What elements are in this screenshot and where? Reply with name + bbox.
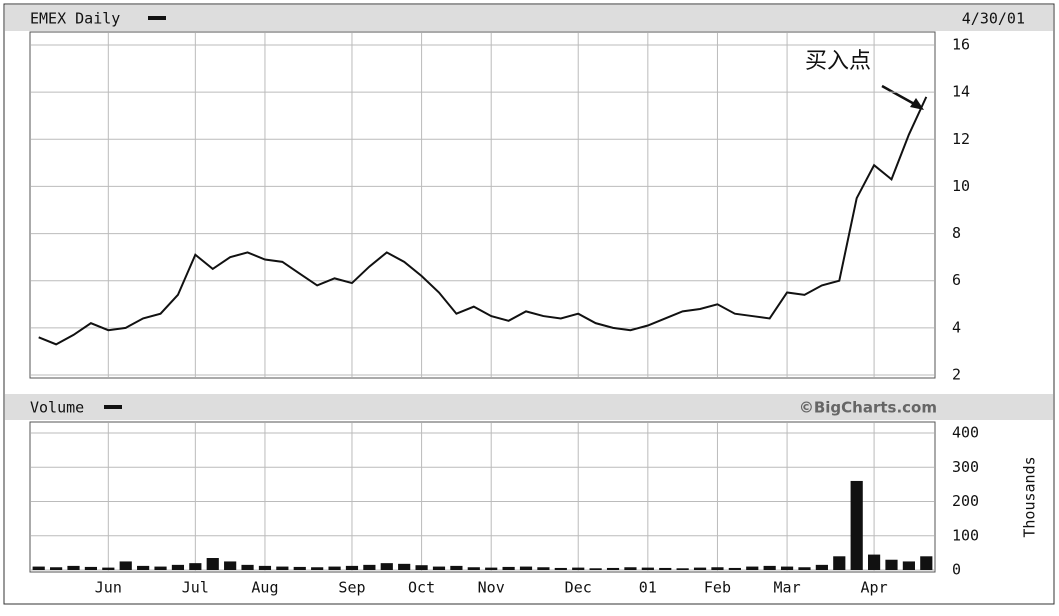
volume-bar xyxy=(84,566,98,570)
volume-bar xyxy=(641,567,654,570)
volume-bar xyxy=(345,565,359,570)
x-tick-label: Oct xyxy=(408,579,435,597)
date-label: 4/30/01 xyxy=(962,10,1025,28)
arrow-head xyxy=(910,98,924,110)
volume-bar-header xyxy=(5,394,1053,420)
x-tick-label: Sep xyxy=(338,579,365,597)
volume-plot xyxy=(29,421,936,573)
y-tick-label: 6 xyxy=(952,271,961,289)
volume-bar xyxy=(728,567,741,570)
volume-bar xyxy=(432,566,446,570)
volume-bar xyxy=(154,566,167,570)
price-line xyxy=(38,96,928,346)
volume-bar xyxy=(206,558,219,570)
volume-bar xyxy=(119,561,132,570)
volume-bar xyxy=(519,566,533,570)
x-tick-label: Nov xyxy=(478,579,505,597)
chart-title: EMEX Daily xyxy=(30,10,120,28)
x-tick-label: Mar xyxy=(774,579,801,597)
volume-bar xyxy=(276,566,289,570)
y-tick-label: 300 xyxy=(952,458,979,476)
x-tick-label: Dec xyxy=(565,579,592,597)
volume-bar xyxy=(902,561,915,570)
volume-bar xyxy=(363,564,376,570)
annotation: 买入点 xyxy=(805,49,871,74)
volume-bar xyxy=(258,565,272,570)
volume-bar xyxy=(102,567,115,570)
y-tick-label: 4 xyxy=(952,318,961,336)
volume-bar xyxy=(415,565,428,570)
annotation-box xyxy=(722,44,882,78)
volume-bar xyxy=(241,564,254,570)
volume-bar xyxy=(659,567,672,570)
volume-bar xyxy=(450,565,463,570)
volume-bar xyxy=(624,567,637,570)
volume-bar xyxy=(850,480,863,570)
volume-bar xyxy=(537,567,550,570)
price-plot xyxy=(29,31,936,379)
y-axis-label: Thousands xyxy=(1021,456,1039,537)
volume-bar xyxy=(485,567,498,570)
volume-bar xyxy=(67,565,80,570)
legend-swatch xyxy=(148,16,166,20)
y-tick-label: 12 xyxy=(952,130,970,148)
volume-bar xyxy=(189,563,202,570)
x-tick-label: Apr xyxy=(861,579,888,597)
volume-bar xyxy=(328,566,341,570)
header-bar xyxy=(5,5,1053,31)
volume-bar xyxy=(293,566,306,570)
volume-bar xyxy=(589,568,602,570)
volume-bar xyxy=(693,567,707,570)
volume-bar xyxy=(780,566,794,570)
annotation-arrow xyxy=(881,84,919,108)
volume-bar xyxy=(711,567,724,570)
volume-bar xyxy=(815,564,828,570)
volume-bar xyxy=(502,566,515,570)
volume-bar xyxy=(311,567,324,570)
volume-bar xyxy=(32,566,45,570)
y-tick-label: 0 xyxy=(952,561,961,579)
x-tick-label: Aug xyxy=(251,579,278,597)
volume-bar xyxy=(467,567,480,570)
credit: ©BigCharts.com xyxy=(799,399,937,417)
y-tick-label: 2 xyxy=(952,366,961,384)
y-tick-label: 8 xyxy=(952,224,961,242)
volume-bar xyxy=(676,568,689,570)
volume-bar xyxy=(137,565,150,570)
volume-bar xyxy=(798,567,811,570)
volume-bar xyxy=(224,561,237,570)
y-tick-label: 16 xyxy=(952,36,970,54)
volume-bar xyxy=(50,567,63,570)
volume-bar xyxy=(572,567,585,570)
volume-bar xyxy=(763,565,776,570)
volume-bar xyxy=(398,563,411,570)
y-tick-label: 100 xyxy=(952,526,979,544)
y-tick-label: 400 xyxy=(952,424,979,442)
y-tick-label: 10 xyxy=(952,177,970,195)
volume-bar xyxy=(380,563,393,570)
volume-bar xyxy=(885,559,898,570)
volume-bar xyxy=(746,566,759,570)
legend-swatch xyxy=(104,405,122,409)
y-tick-label: 200 xyxy=(952,492,979,510)
volume-bar xyxy=(554,567,567,570)
x-tick-label: Jun xyxy=(95,579,122,597)
volume-bar xyxy=(920,556,933,570)
x-tick-label: 01 xyxy=(639,579,657,597)
volume-bar xyxy=(606,567,620,570)
volume-bar xyxy=(171,564,185,570)
y-tick-label: 14 xyxy=(952,83,970,101)
volume-title: Volume xyxy=(30,399,84,417)
volume-bar xyxy=(833,556,846,570)
x-tick-label: Jul xyxy=(182,579,209,597)
volume-bar xyxy=(867,554,881,570)
x-tick-label: Feb xyxy=(704,579,731,597)
